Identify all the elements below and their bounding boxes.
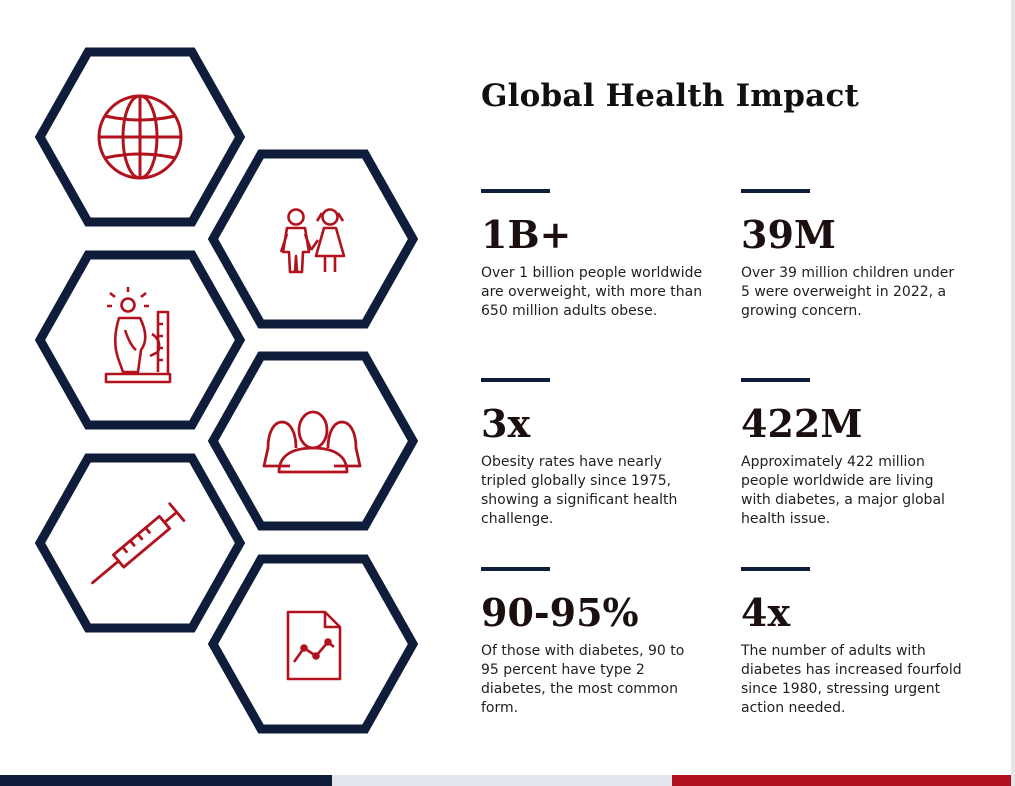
footer-bar-gray (332, 775, 672, 786)
stat-card: 39M Over 39 million children under 5 wer… (741, 189, 966, 321)
footer-bar-navy (0, 775, 332, 786)
hexagon-6 (207, 554, 419, 734)
stat-value: 422M (741, 401, 863, 446)
stat-description: Of those with diabetes, 90 to 95 percent… (481, 643, 685, 716)
hexagon-2 (207, 149, 419, 329)
stat-value: 3x (481, 401, 531, 446)
stat-card: 422M Approximately 422 million people wo… (741, 378, 966, 529)
globe-icon (97, 94, 183, 180)
hexagon-graphics (34, 47, 419, 734)
hexagon-5 (34, 453, 246, 633)
stat-description: Obesity rates have nearly tripled global… (481, 454, 678, 527)
group-icon (262, 410, 362, 474)
chart-document-icon (286, 610, 342, 681)
stat-value: 4x (741, 590, 791, 635)
footer-bar-red (672, 775, 1011, 786)
stat-card: 3x Obesity rates have nearly tripled glo… (481, 378, 706, 529)
page-edge (1011, 0, 1015, 786)
children-icon (279, 208, 346, 274)
stat-card: 90-95% Of those with diabetes, 90 to 95 … (481, 567, 706, 718)
stat-description: Over 1 billion people worldwide are over… (481, 265, 703, 319)
stat-description: Over 39 million children under 5 were ov… (741, 265, 955, 319)
height-measure-icon (104, 287, 172, 384)
hexagon-3 (34, 250, 246, 430)
hexagon-icon-grid (0, 0, 430, 760)
hexagon-4 (207, 351, 419, 531)
syringe-icon (91, 502, 186, 585)
stat-divider (741, 378, 810, 382)
stat-divider (481, 378, 550, 382)
stat-value: 90-95% (481, 590, 639, 635)
hexagon-1 (34, 47, 246, 227)
stat-divider (481, 189, 550, 193)
stat-value: 39M (741, 212, 836, 257)
stat-divider (481, 567, 550, 571)
stat-divider (741, 567, 810, 571)
stat-divider (741, 189, 810, 193)
stat-description: Approximately 422 million people worldwi… (741, 454, 945, 527)
stat-card: 1B+ Over 1 billion people worldwide are … (481, 189, 706, 321)
stat-value: 1B+ (481, 212, 572, 257)
stat-description: The number of adults with diabetes has i… (741, 643, 962, 716)
stat-card: 4x The number of adults with diabetes ha… (741, 567, 966, 718)
page-title: Global Health Impact (481, 78, 860, 114)
